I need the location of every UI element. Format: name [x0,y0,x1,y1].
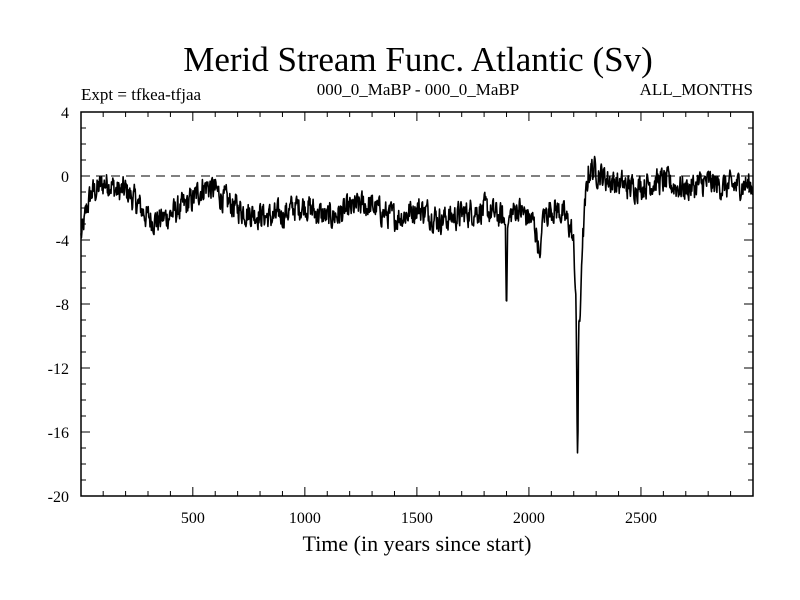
x-tick-label: 1500 [401,510,433,527]
x-tick-label: 500 [181,510,205,527]
plot-frame [80,111,754,497]
x-axis-label: Time (in years since start) [303,531,532,556]
y-tick-label: 0 [61,169,69,186]
period-label: 000_0_MaBP - 000_0_MaBP [317,80,519,99]
y-tick-label: -20 [48,489,69,506]
y-tick-label: -8 [56,297,69,314]
plot-area: 4 0 -4 -8 -12 -16 -20 500 1000 1500 2000 2500 [48,105,754,527]
chart-title: Merid Stream Func. Atlantic (Sv) [183,40,653,79]
months-label: ALL_MONTHS [640,80,753,99]
series-line [80,155,754,454]
x-tick-label: 1000 [289,510,321,527]
y-tick-label: -16 [48,425,69,442]
x-tick-label: 2000 [513,510,545,527]
y-tick-label: 4 [61,105,69,122]
x-tick-label: 2500 [625,510,657,527]
y-tick-label: -12 [48,361,69,378]
experiment-label: Expt = tfkea-tfjaa [81,85,201,104]
y-tick-label: -4 [56,233,69,250]
